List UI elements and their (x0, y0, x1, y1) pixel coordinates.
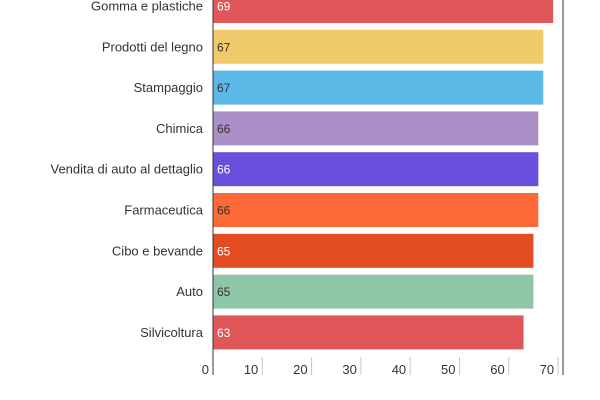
category-label: Prodotti del legno (102, 39, 203, 54)
bar (213, 233, 534, 268)
bar (213, 111, 539, 146)
data-label: 67 (217, 81, 231, 95)
data-label: 65 (217, 244, 231, 258)
x-tick-label: 50 (441, 362, 455, 377)
data-label: 67 (217, 40, 231, 54)
x-tick-label: 30 (342, 362, 356, 377)
axes: 0 10 20 30 40 50 60 70 (202, 0, 564, 377)
data-label: 66 (217, 204, 231, 218)
category-label: Silvicoltura (140, 325, 204, 340)
bar (213, 29, 544, 64)
bar (213, 70, 544, 105)
value-labels: 69 67 67 66 66 66 65 65 63 (217, 0, 231, 340)
x-tick-label: 10 (244, 362, 258, 377)
bar (213, 0, 554, 23)
category-labels: Gomma e plastiche Prodotti del legno Stamp… (50, 0, 203, 340)
bar (213, 193, 539, 227)
category-label: Farmaceutica (124, 203, 204, 218)
category-label: Chimica (156, 121, 204, 136)
x-tick-label: 0 (202, 362, 209, 377)
data-label: 66 (217, 163, 231, 177)
category-label: Auto (176, 284, 203, 299)
data-label: 69 (217, 0, 231, 14)
data-label: 66 (217, 122, 231, 136)
x-tick-label: 60 (490, 362, 504, 377)
x-tick-label: 20 (293, 362, 307, 377)
bar (213, 315, 524, 350)
bar (213, 152, 539, 187)
bar (213, 274, 534, 309)
bars-layer (213, 0, 554, 350)
category-label: Stampaggio (134, 80, 203, 95)
x-tick-label: 70 (540, 362, 554, 377)
data-label: 63 (217, 326, 231, 340)
x-tick-label: 40 (392, 362, 406, 377)
category-label: Vendita di auto al dettaglio (50, 162, 203, 177)
data-label: 65 (217, 285, 231, 299)
category-label: Cibo e bevande (112, 243, 203, 258)
category-label: Gomma e plastiche (91, 0, 203, 14)
